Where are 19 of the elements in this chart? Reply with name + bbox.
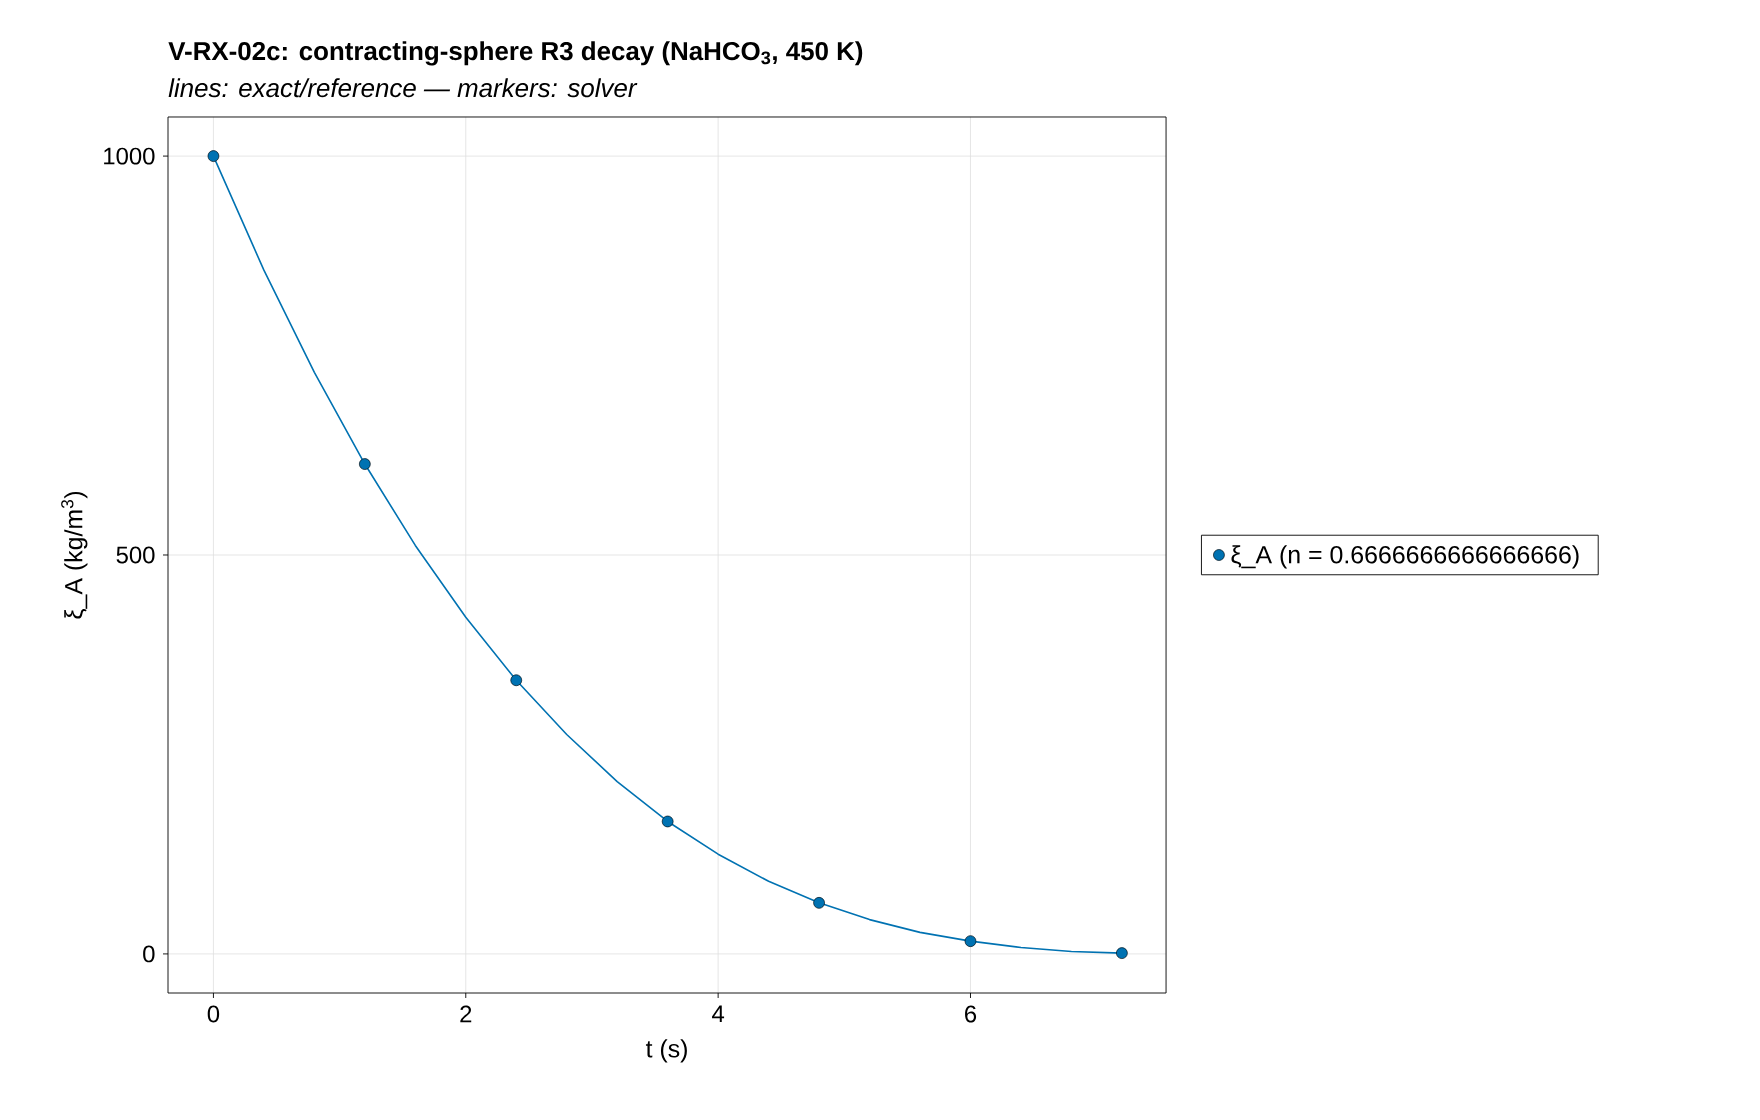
point [510,674,523,687]
x-tick-label: 6 [965,1005,977,1023]
y-tick-label: 500 [116,546,155,564]
chart-title: V-RX-02c: contracting-sphere R3 decay (NaHCO$_{3}$, 450 K) [168,41,863,66]
point [813,897,825,909]
chart-subtitle: lines: exact/reference — markers: solver [168,78,638,98]
y-tick-label: 1000 [104,147,155,165]
point [359,458,371,470]
point [207,150,220,162]
point [964,935,977,947]
x-axis-title: t (s) [645,1039,687,1063]
y-axis-title: ξ_A (kg/m$^{3}$) [61,491,88,619]
point [1116,947,1128,959]
x-tick-label: 0 [207,1005,220,1023]
x-tick-label: 4 [712,1005,725,1022]
point [661,815,674,828]
legend-label: ξ_A (n = 0.6666666666666666) [1231,545,1579,569]
x-tick-label: 2 [460,1005,472,1023]
y-tick-label: 0 [143,945,155,963]
